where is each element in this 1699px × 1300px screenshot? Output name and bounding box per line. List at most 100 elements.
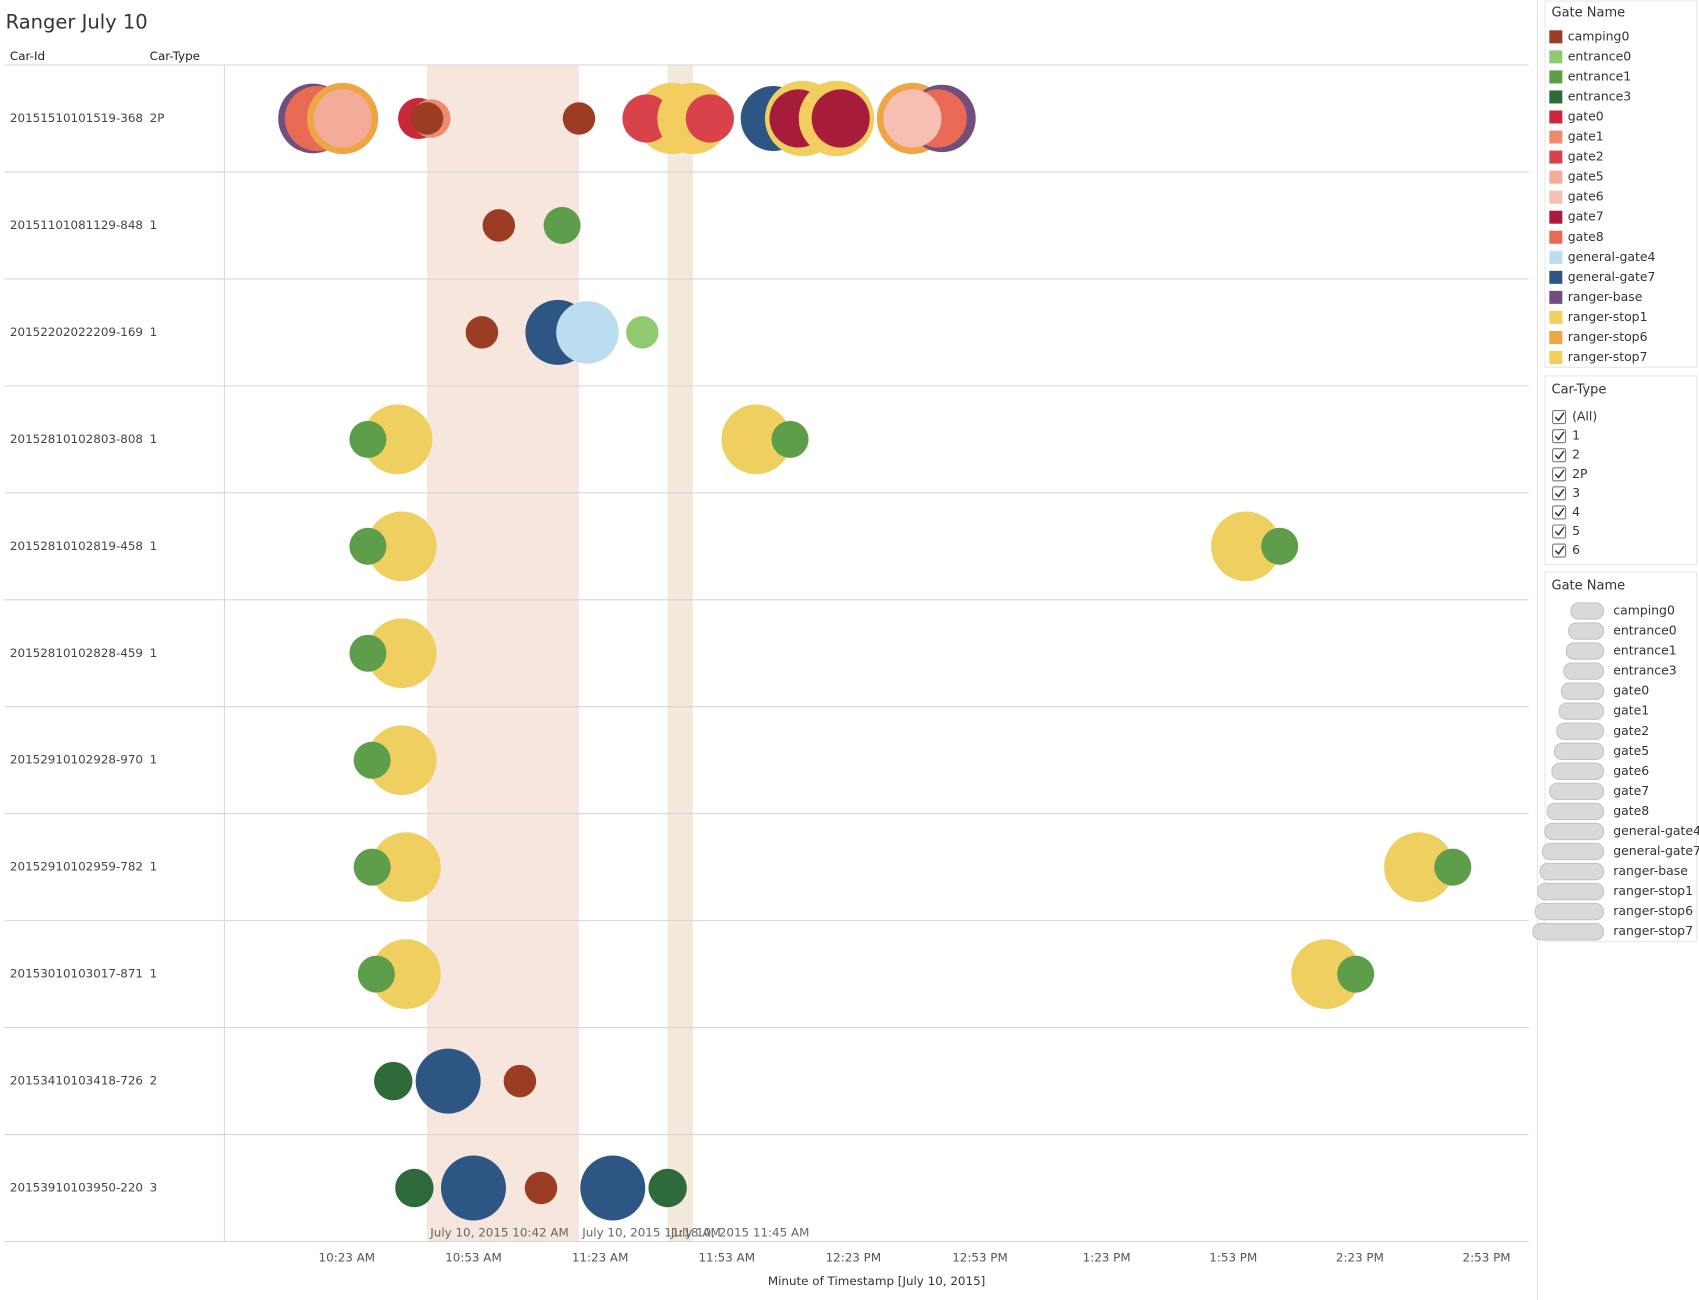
legend-label[interactable]: general-gate4 [1568, 249, 1656, 264]
highlight-label[interactable]: gate7 [1613, 783, 1649, 798]
highlight-label[interactable]: ranger-stop1 [1613, 883, 1693, 898]
highlight-label[interactable]: gate5 [1613, 743, 1649, 758]
point[interactable] [366, 618, 437, 689]
point[interactable] [371, 939, 441, 1009]
highlight-label[interactable]: ranger-stop7 [1613, 923, 1693, 938]
filter-option[interactable]: 2P [1572, 466, 1588, 481]
point[interactable] [366, 511, 437, 582]
highlight-label[interactable]: gate8 [1613, 803, 1649, 818]
highlight-button[interactable] [1558, 702, 1605, 720]
highlight-button[interactable] [1556, 722, 1605, 740]
point[interactable] [580, 1155, 646, 1221]
filter-option[interactable]: 3 [1572, 485, 1580, 500]
highlight-button[interactable] [1546, 802, 1605, 821]
highlight-label[interactable]: entrance3 [1613, 663, 1676, 678]
highlight-button[interactable] [1553, 742, 1605, 760]
point[interactable] [410, 102, 444, 135]
point[interactable] [622, 94, 671, 143]
point[interactable] [556, 301, 619, 364]
legend-swatch[interactable] [1549, 90, 1563, 104]
point[interactable] [648, 1168, 687, 1208]
point[interactable] [1434, 848, 1472, 886]
legend-label[interactable]: ranger-base [1568, 289, 1643, 304]
highlight-button[interactable] [1537, 882, 1605, 901]
filter-option[interactable]: 6 [1572, 542, 1580, 557]
highlight-button[interactable] [1560, 682, 1605, 700]
legend-swatch[interactable] [1549, 110, 1563, 124]
point[interactable] [415, 1048, 481, 1114]
point[interactable] [811, 89, 870, 148]
legend-swatch[interactable] [1549, 30, 1563, 44]
legend-swatch[interactable] [1549, 170, 1563, 184]
legend-swatch[interactable] [1549, 130, 1563, 144]
highlight-label[interactable]: camping0 [1613, 602, 1675, 617]
highlight-label[interactable]: gate1 [1613, 703, 1649, 718]
point[interactable] [366, 725, 437, 796]
filter-option[interactable]: 1 [1572, 428, 1580, 443]
filter-option[interactable]: 5 [1572, 523, 1580, 538]
legend-swatch[interactable] [1549, 70, 1563, 84]
legend-swatch[interactable] [1549, 351, 1563, 364]
highlight-button[interactable] [1532, 923, 1605, 941]
point[interactable] [1291, 939, 1361, 1009]
legend-label[interactable]: gate7 [1568, 209, 1604, 224]
point[interactable] [465, 316, 499, 349]
legend-label[interactable]: entrance0 [1568, 48, 1632, 63]
filter-option[interactable]: 2 [1572, 447, 1580, 462]
legend-label[interactable]: entrance3 [1568, 88, 1631, 103]
point[interactable] [482, 209, 516, 242]
filter-option[interactable]: 4 [1572, 504, 1580, 519]
legend-label[interactable]: ranger-stop1 [1568, 309, 1648, 324]
point[interactable] [883, 89, 942, 148]
highlight-button[interactable] [1570, 602, 1605, 620]
legend-swatch[interactable] [1549, 290, 1563, 304]
highlight-label[interactable]: general-gate4 [1613, 823, 1699, 838]
point[interactable] [349, 527, 387, 565]
legend-swatch[interactable] [1549, 270, 1563, 284]
highlight-button[interactable] [1544, 822, 1605, 841]
point[interactable] [371, 832, 441, 903]
legend-swatch[interactable] [1549, 310, 1563, 324]
point[interactable] [440, 1155, 506, 1221]
point[interactable] [1211, 511, 1281, 582]
highlight-button[interactable] [1551, 762, 1605, 780]
point[interactable] [374, 1061, 413, 1101]
highlight-button[interactable] [1568, 622, 1605, 640]
highlight-button[interactable] [1565, 642, 1605, 660]
highlight-label[interactable]: general-gate7 [1613, 843, 1699, 858]
highlight-button[interactable] [1563, 662, 1605, 680]
point[interactable] [353, 848, 391, 886]
highlight-button[interactable] [1539, 862, 1605, 881]
legend-label[interactable]: gate2 [1568, 149, 1604, 164]
point[interactable] [562, 102, 596, 135]
highlight-label[interactable]: gate6 [1613, 763, 1649, 778]
legend-label[interactable]: ranger-stop6 [1568, 329, 1648, 344]
legend-swatch[interactable] [1549, 250, 1563, 264]
legend-label[interactable]: gate8 [1568, 229, 1604, 244]
point[interactable] [1384, 832, 1454, 903]
point[interactable] [685, 94, 734, 143]
highlight-button[interactable] [1549, 782, 1605, 801]
legend-swatch[interactable] [1549, 150, 1563, 164]
legend-label[interactable]: gate6 [1568, 189, 1604, 204]
legend-label[interactable]: gate1 [1568, 129, 1604, 144]
legend-label[interactable]: camping0 [1568, 28, 1630, 43]
point[interactable] [357, 955, 395, 993]
filter-option[interactable]: (All) [1572, 409, 1597, 424]
point[interactable] [362, 404, 433, 475]
highlight-label[interactable]: gate2 [1613, 723, 1649, 738]
point[interactable] [524, 1171, 558, 1205]
highlight-label[interactable]: ranger-stop6 [1613, 903, 1693, 918]
highlight-button[interactable] [1541, 842, 1605, 861]
point[interactable] [771, 420, 809, 458]
highlight-label[interactable]: gate0 [1613, 683, 1649, 698]
highlight-label[interactable]: entrance0 [1613, 623, 1677, 638]
point[interactable] [543, 206, 581, 244]
legend-label[interactable]: general-gate7 [1568, 269, 1656, 284]
legend-swatch[interactable] [1549, 330, 1563, 344]
point[interactable] [349, 420, 387, 458]
highlight-label[interactable]: entrance1 [1613, 643, 1676, 658]
point[interactable] [349, 634, 387, 672]
point[interactable] [1337, 955, 1375, 993]
legend-swatch[interactable] [1549, 190, 1563, 204]
